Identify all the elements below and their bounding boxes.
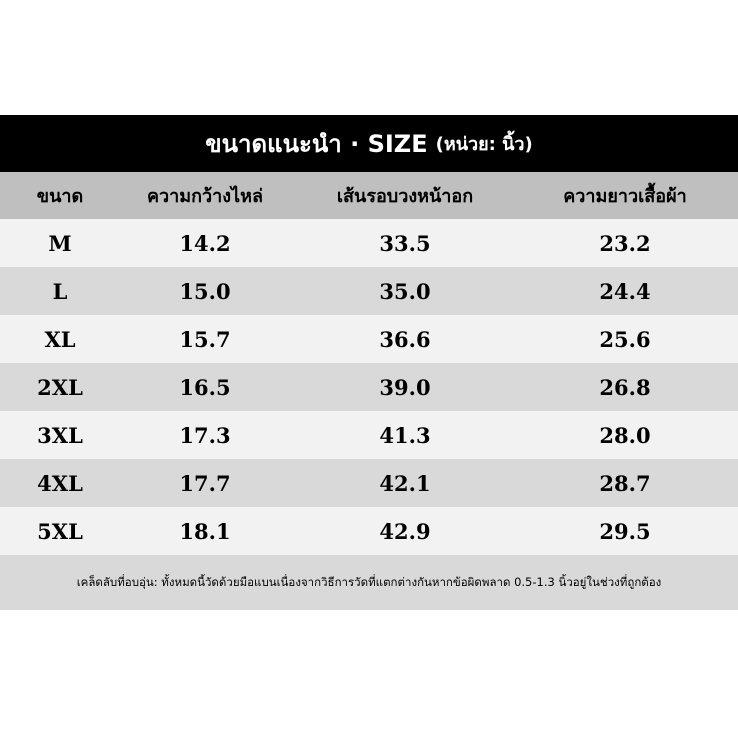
- table-row: 4XL 17.7 42.1 28.7: [0, 459, 738, 507]
- table-cell: 29.5: [599, 518, 651, 544]
- table-row: 2XL 16.5 39.0 26.8: [0, 363, 738, 411]
- table-cell: 17.7: [179, 470, 231, 496]
- table-cell: XL: [44, 326, 76, 352]
- table-cell: L: [52, 278, 68, 304]
- chart-title: ขนาดแนะนำ · SIZE (หน่วย: นิ้ว): [0, 115, 738, 172]
- table-cell: M: [48, 230, 72, 256]
- table-cell: 39.0: [379, 374, 431, 400]
- table-cell: 42.1: [379, 470, 431, 496]
- table-row: M 14.2 33.5 23.2: [0, 219, 738, 267]
- header-chest: เส้นรอบวงหน้าอก: [336, 186, 474, 207]
- table-cell: 14.2: [179, 230, 231, 256]
- table-cell: 28.0: [599, 422, 651, 448]
- table-header: ขนาด ความกว้างไหล่ เส้นรอบวงหน้าอก ความย…: [0, 172, 738, 219]
- title-main: ขนาดแนะนำ · SIZE: [205, 130, 428, 158]
- table-cell: 42.9: [379, 518, 431, 544]
- table-row: XL 15.7 36.6 25.6: [0, 315, 738, 363]
- table-cell: 25.6: [599, 326, 651, 352]
- table-cell: 15.7: [179, 326, 231, 352]
- table-cell: 24.4: [599, 278, 651, 304]
- table-cell: 18.1: [179, 518, 231, 544]
- table-cell: 15.0: [179, 278, 231, 304]
- header-size: ขนาด: [36, 186, 84, 207]
- table-cell: 23.2: [599, 230, 651, 256]
- header-shoulder: ความกว้างไหล่: [147, 186, 263, 207]
- table-cell: 5XL: [37, 518, 83, 544]
- table-cell: 41.3: [379, 422, 431, 448]
- table-cell: 36.6: [379, 326, 431, 352]
- table-row: 3XL 17.3 41.3 28.0: [0, 411, 738, 459]
- table-cell: 3XL: [37, 422, 83, 448]
- size-chart: ขนาดแนะนำ · SIZE (หน่วย: นิ้ว) ขนาด ความ…: [0, 115, 738, 610]
- table-cell: 26.8: [599, 374, 651, 400]
- title-unit: (หน่วย: นิ้ว): [435, 134, 533, 155]
- table-cell: 16.5: [179, 374, 231, 400]
- table-cell: 2XL: [37, 374, 83, 400]
- table-cell: 28.7: [599, 470, 651, 496]
- table-row: 5XL 18.1 42.9 29.5: [0, 507, 738, 555]
- table-cell: 4XL: [37, 470, 83, 496]
- table-cell: 33.5: [379, 230, 431, 256]
- footer-note: เคล็ดลับที่อบอุ่น: ทั้งหมดนี้วัดด้วยมือแ…: [0, 555, 738, 610]
- table-cell: 17.3: [179, 422, 231, 448]
- table-row: L 15.0 35.0 24.4: [0, 267, 738, 315]
- table-cell: 35.0: [379, 278, 431, 304]
- header-length: ความยาวเสื้อผ้า: [563, 186, 687, 207]
